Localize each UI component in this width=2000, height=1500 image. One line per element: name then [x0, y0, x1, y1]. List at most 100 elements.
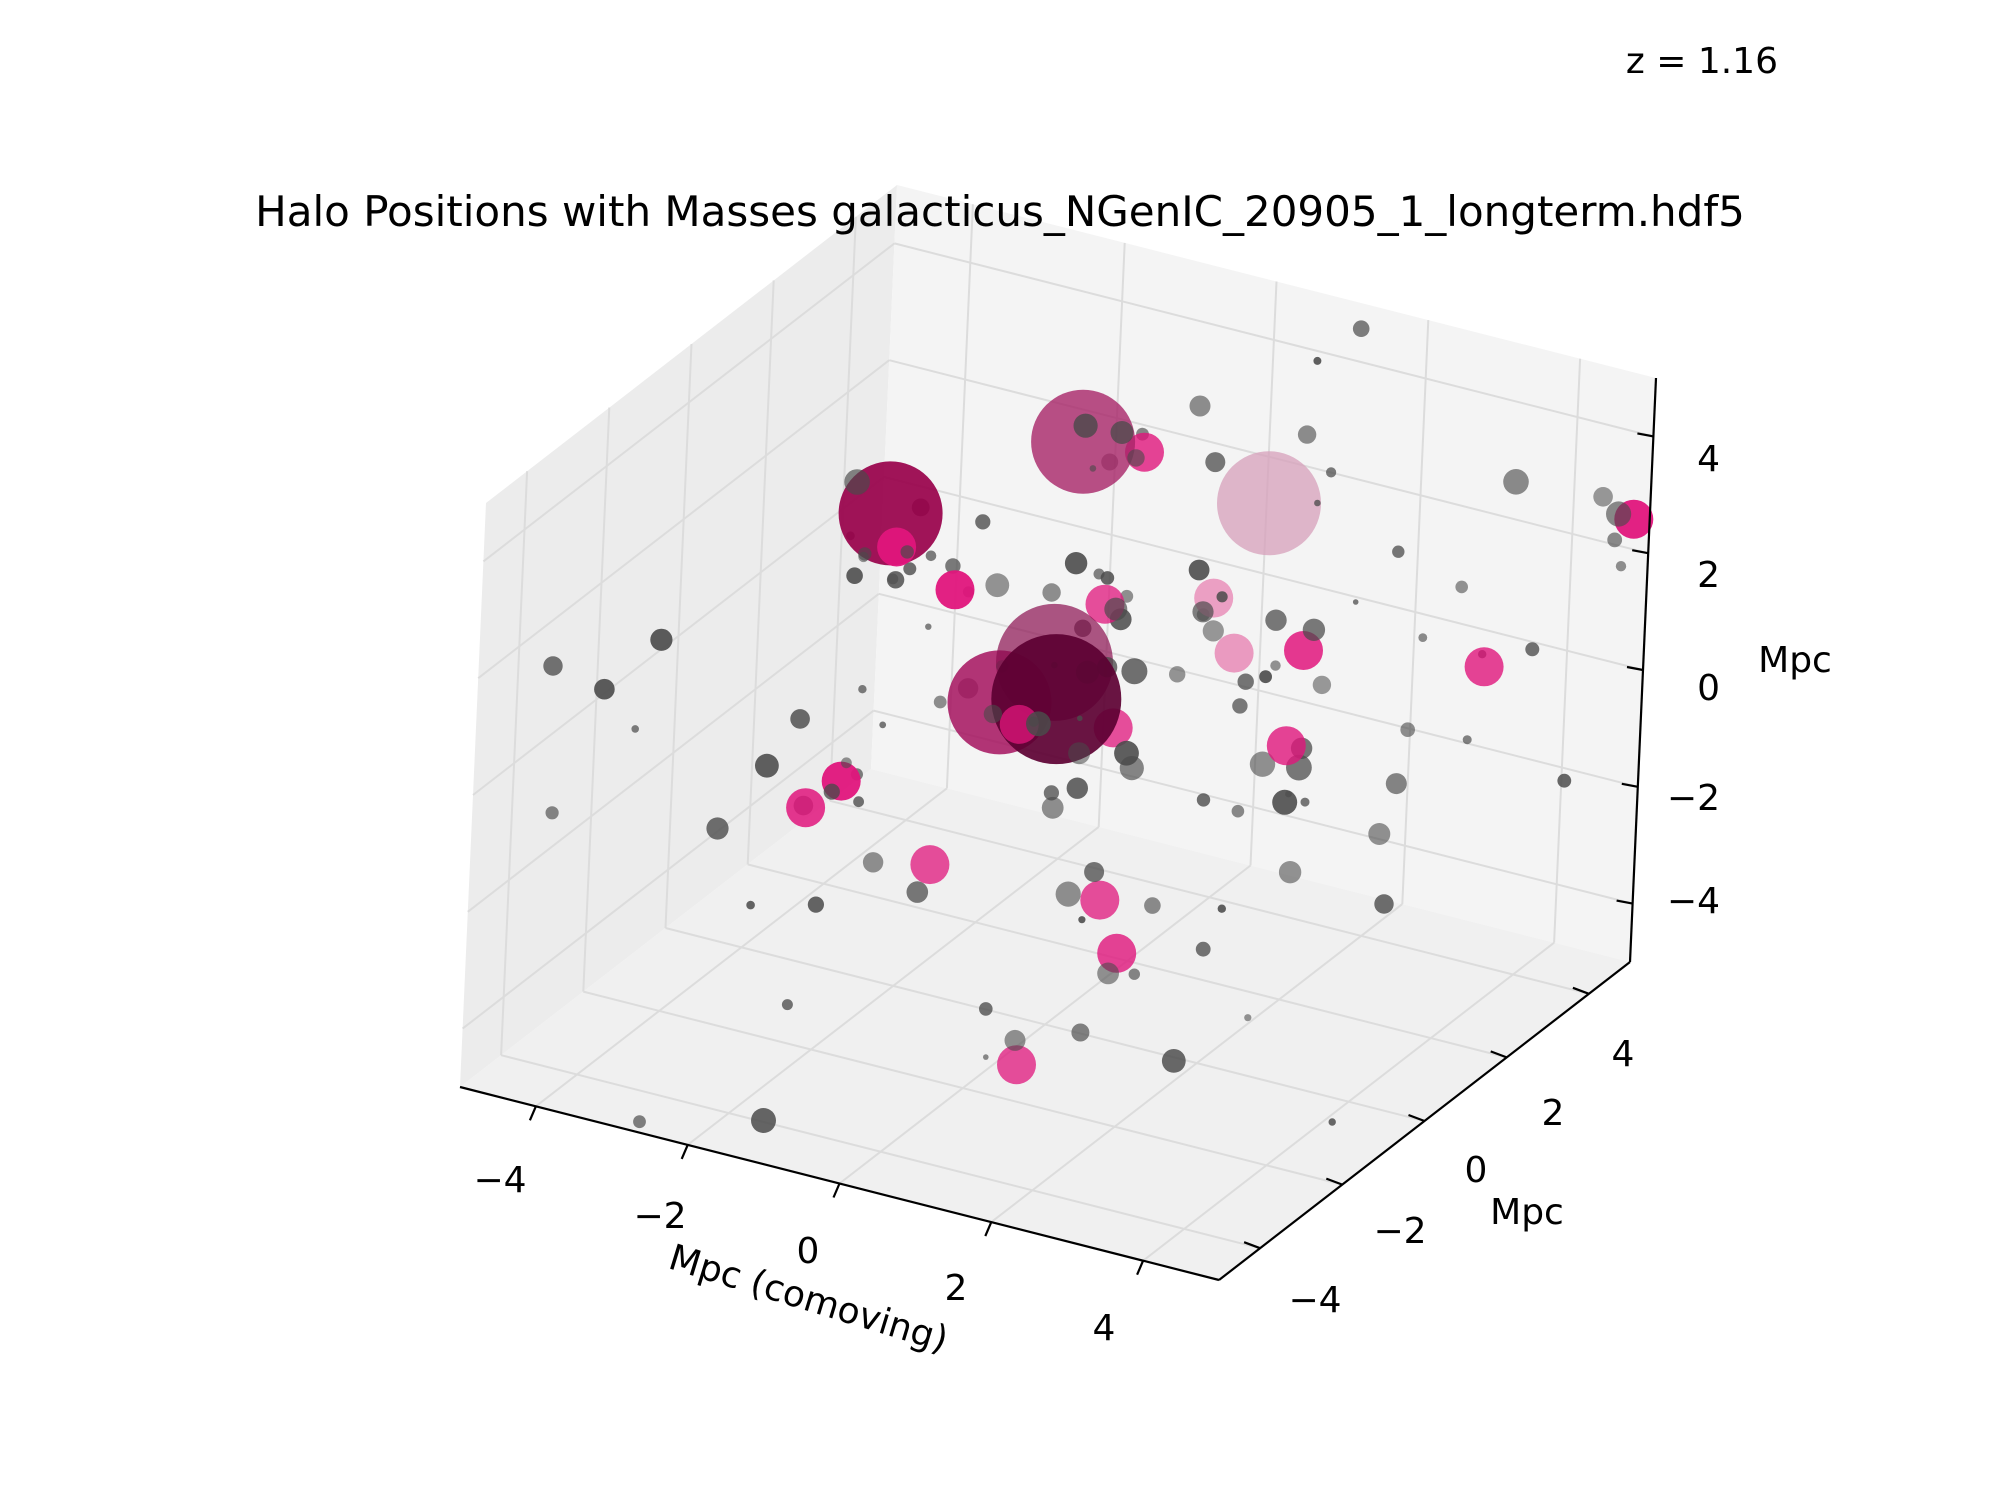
halo-point	[746, 900, 755, 910]
halo-point	[1084, 862, 1105, 882]
x-tick-labels: −4 −2 0 2 4	[473, 1160, 1115, 1349]
y-axis-label: Mpc	[1490, 1192, 1564, 1233]
halo-point	[910, 845, 950, 885]
halo-point	[1128, 968, 1141, 980]
halo-point	[858, 685, 867, 694]
halo-point	[1607, 532, 1623, 548]
z-tick-mark	[1626, 665, 1644, 672]
halo-point	[1189, 395, 1211, 417]
halo-point	[545, 806, 559, 820]
halo-point	[841, 757, 852, 769]
halo-point	[933, 695, 947, 709]
halo-point	[1071, 1023, 1090, 1042]
halo-point	[1089, 465, 1097, 472]
z-tick-mark	[1631, 549, 1649, 555]
halo-point	[1121, 658, 1148, 685]
y-tick-mark	[1325, 1177, 1343, 1186]
halo-point	[786, 788, 826, 828]
z-tick-mark	[1637, 432, 1654, 438]
halo-point	[1042, 583, 1061, 602]
z-tick-labels: −4 −2 0 2 4	[1667, 439, 1720, 922]
grid-line	[477, 359, 890, 679]
z-tick-label: 2	[1697, 555, 1720, 596]
halo-point	[1216, 591, 1228, 603]
halo-point	[1328, 1118, 1336, 1126]
grid-line	[883, 476, 1644, 671]
halo-point	[1080, 880, 1120, 920]
x-tick-label: −2	[633, 1196, 686, 1237]
halo-point	[807, 896, 825, 913]
halo-point	[1066, 777, 1089, 799]
halo-point	[879, 721, 887, 729]
halo-point	[1100, 571, 1115, 585]
halo-point	[755, 753, 779, 778]
halo-point	[1237, 673, 1254, 690]
halo-point	[1313, 356, 1322, 365]
y-tick-label: 4	[1612, 1034, 1635, 1075]
halo-point	[1464, 647, 1504, 687]
z-tick-mark	[1616, 899, 1633, 905]
halo-point	[1244, 1014, 1252, 1022]
halo-point	[631, 725, 639, 733]
halo-point	[1266, 726, 1306, 766]
halo-point	[1097, 962, 1119, 985]
halo-point	[1205, 452, 1226, 473]
halo-point	[1110, 421, 1134, 444]
halo-point	[925, 550, 937, 562]
halo-point	[1073, 413, 1098, 438]
z-tick-label: 4	[1697, 439, 1720, 480]
x-tick-mark	[528, 1105, 537, 1121]
grid-line	[665, 927, 1425, 1122]
halo-point	[1326, 467, 1337, 478]
halo-point	[983, 704, 1003, 724]
halo-point	[886, 571, 905, 589]
halo-point	[1593, 487, 1613, 507]
halo-point	[706, 817, 729, 840]
halo-point	[1217, 904, 1227, 913]
halo-point	[1374, 894, 1394, 914]
grid-line	[472, 476, 885, 796]
halo-point	[1192, 601, 1214, 623]
chart-title: Halo Positions with Masses galacticus_NG…	[255, 187, 1745, 236]
halo-point	[1231, 804, 1245, 818]
halo-point	[1249, 751, 1276, 777]
halo-point	[1368, 823, 1391, 845]
y-tick-label: −4	[1288, 1280, 1341, 1321]
halo-point	[1188, 559, 1210, 581]
grid-line	[990, 903, 1403, 1223]
halo-point	[1615, 561, 1627, 572]
x-tick-mark	[832, 1183, 841, 1198]
halo-point	[935, 570, 975, 610]
y-tick-label: 0	[1465, 1150, 1488, 1191]
halo-point	[985, 573, 1010, 598]
z-tick-label: −2	[1667, 778, 1720, 819]
halo-point	[1127, 449, 1145, 467]
y-tick-label: 2	[1542, 1093, 1565, 1134]
y-tick-mark	[1243, 1241, 1261, 1250]
x-tick-label: −4	[473, 1160, 526, 1201]
halo-point	[1259, 670, 1272, 684]
grid-line	[1142, 941, 1555, 1262]
halo-point	[844, 469, 870, 495]
halo-point	[1119, 756, 1144, 781]
z-tick-label: −4	[1667, 881, 1720, 922]
halo-point	[650, 628, 673, 651]
halo-point	[1385, 773, 1407, 795]
halo-point	[1300, 797, 1310, 807]
halo-point	[1195, 941, 1211, 957]
halo-point	[1055, 881, 1081, 907]
halo-point	[594, 678, 615, 700]
z-tick-label: 0	[1697, 668, 1720, 709]
halo-point	[1278, 861, 1302, 884]
halo-point	[862, 852, 884, 873]
halo-point	[1144, 897, 1161, 914]
halo-point	[1302, 618, 1326, 641]
halo-point	[1232, 698, 1248, 714]
halo-point	[1004, 1029, 1026, 1051]
z-axis-label: Mpc	[1758, 640, 1832, 681]
halo-point	[751, 1108, 776, 1133]
halo-point	[853, 796, 864, 808]
halo-point	[1606, 501, 1632, 527]
y-tick-mark	[1572, 986, 1590, 995]
halo-point	[1455, 580, 1468, 594]
